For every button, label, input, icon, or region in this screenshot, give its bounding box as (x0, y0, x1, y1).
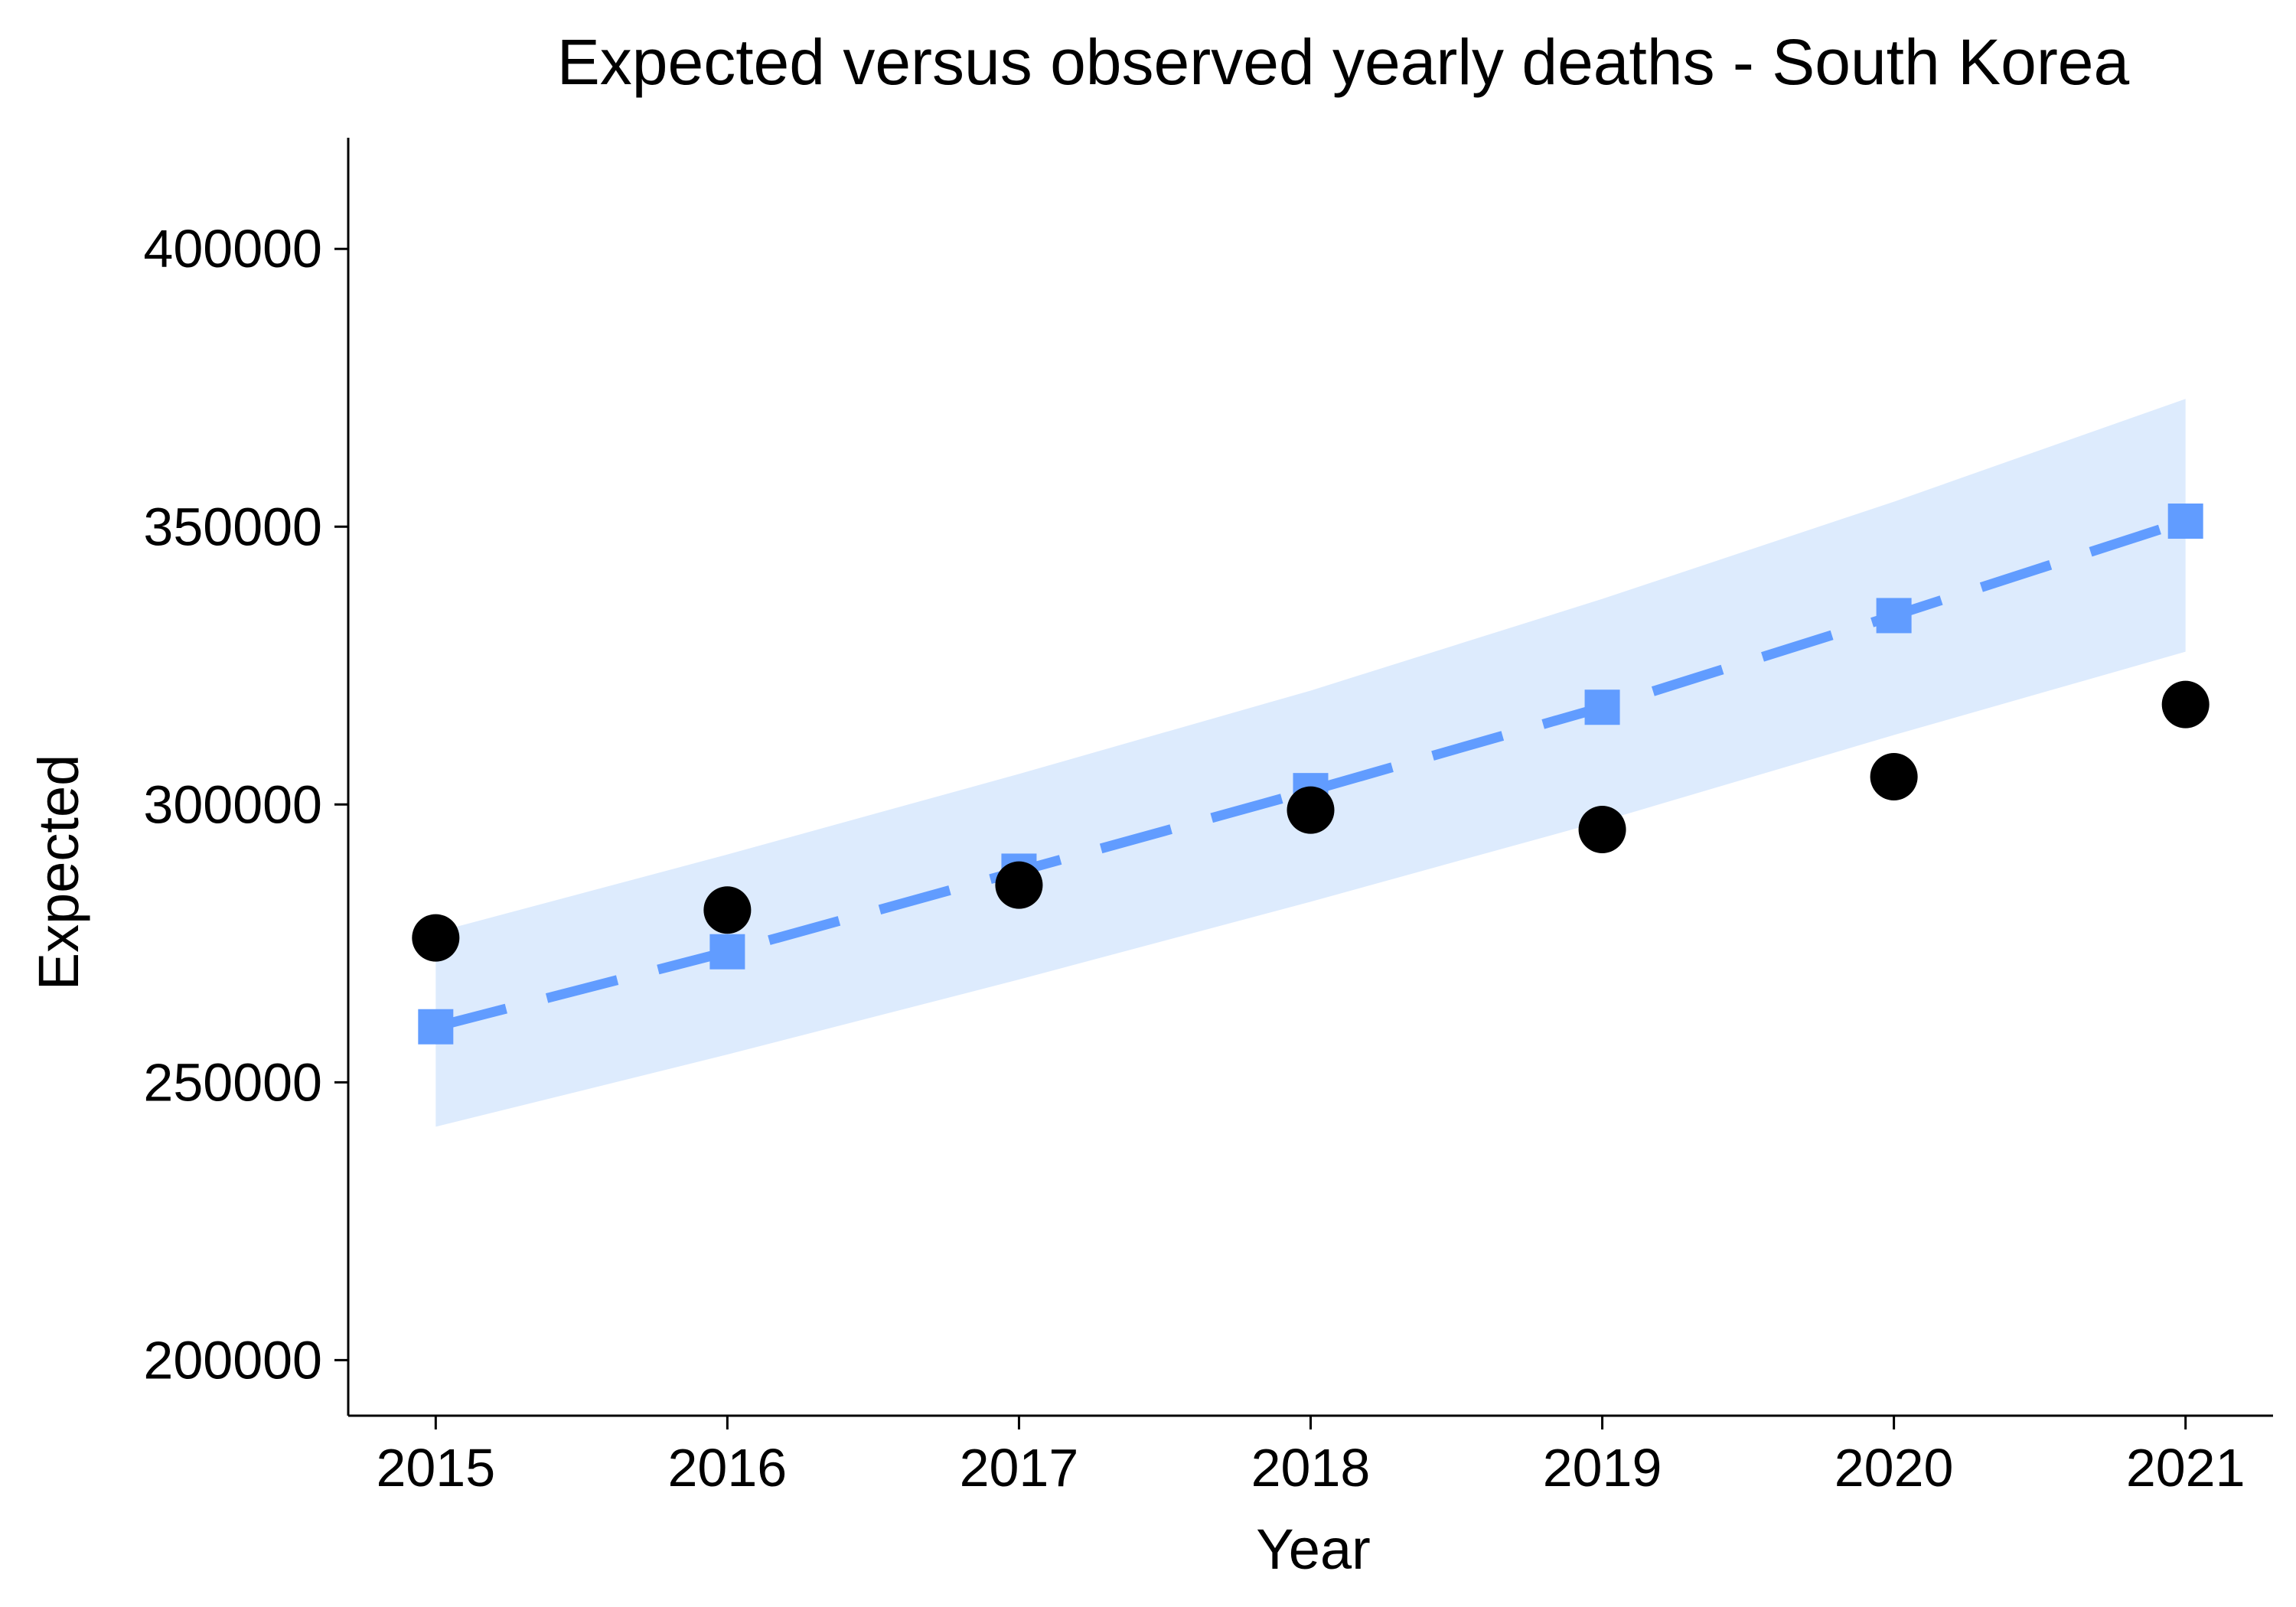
x-tick-label: 2018 (1251, 1438, 1371, 1498)
observed-point (2161, 680, 2210, 729)
chart-title: Expected versus observed yearly deaths -… (557, 26, 2130, 98)
x-axis-ticks: 2015 2016 2017 2018 2019 2020 2021 (376, 1416, 2245, 1498)
expected-point (418, 1009, 454, 1045)
expected-point (1876, 598, 1912, 634)
y-tick-label: 250000 (143, 1052, 322, 1112)
y-tick-label: 200000 (143, 1330, 322, 1390)
expected-point (709, 934, 745, 970)
y-axis-label: Expected (27, 755, 90, 991)
plot-area (412, 399, 2210, 1127)
y-tick-label: 400000 (143, 219, 322, 279)
observed-point (703, 886, 752, 934)
observed-point (1578, 805, 1626, 853)
y-tick-label: 350000 (143, 497, 322, 556)
observed-point (1870, 753, 1918, 800)
prediction-interval-band (435, 399, 2186, 1127)
x-tick-label: 2021 (2126, 1438, 2245, 1498)
expected-point (1584, 689, 1620, 725)
expected-point (2167, 504, 2203, 539)
observed-point (995, 861, 1043, 909)
observed-point (1287, 786, 1335, 834)
observed-point (412, 914, 460, 962)
x-tick-label: 2019 (1543, 1438, 1662, 1498)
y-axis-ticks: 200000 250000 300000 350000 400000 (143, 219, 348, 1390)
x-tick-label: 2015 (376, 1438, 495, 1498)
x-tick-label: 2017 (960, 1438, 1079, 1498)
x-tick-label: 2020 (1835, 1438, 1954, 1498)
y-tick-label: 300000 (143, 774, 322, 834)
x-axis-label: Year (1256, 1517, 1371, 1581)
x-tick-label: 2016 (668, 1438, 788, 1498)
